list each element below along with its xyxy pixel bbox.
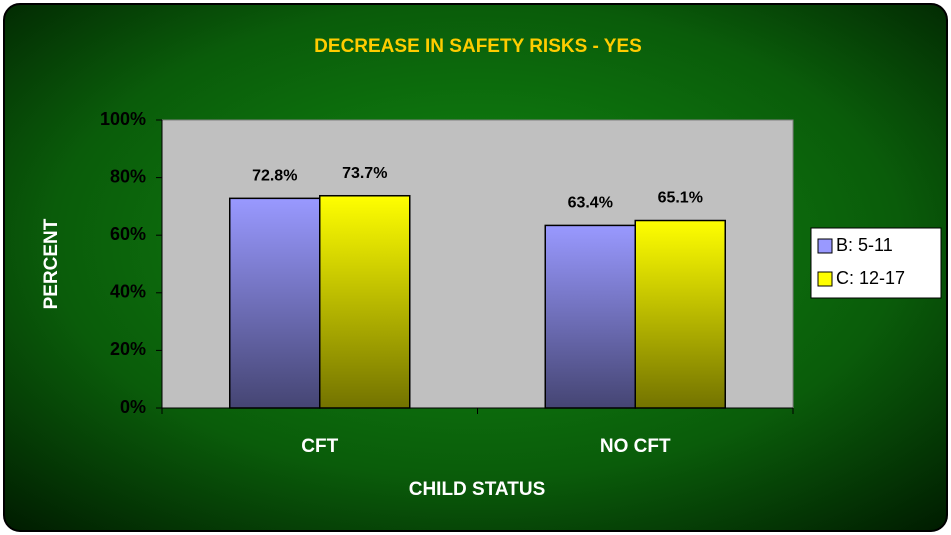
- legend: [810, 227, 942, 299]
- y-tick-label: 80%: [110, 166, 146, 186]
- y-tick-label: 100%: [100, 109, 146, 129]
- x-tick-label: CFT: [301, 436, 338, 457]
- y-tick-label: 60%: [110, 224, 146, 244]
- x-axis-label: CHILD STATUS: [409, 479, 546, 500]
- bar: [229, 197, 321, 409]
- bar: [634, 219, 726, 409]
- data-label: 65.1%: [658, 190, 703, 207]
- legend-label: B: 5-11: [836, 235, 893, 255]
- legend-marker: [817, 238, 833, 254]
- chart-title: DECREASE IN SAFETY RISKS - YES: [314, 36, 642, 57]
- bar: [544, 224, 636, 409]
- y-tick-label: 0%: [120, 397, 146, 417]
- legend-marker: [817, 271, 833, 287]
- data-label: 63.4%: [568, 195, 613, 212]
- data-label: 73.7%: [342, 165, 387, 182]
- y-axis-label: PERCENT: [41, 218, 62, 309]
- bar: [319, 194, 411, 409]
- y-tick-label: 20%: [110, 339, 146, 359]
- data-label: 72.8%: [252, 168, 297, 185]
- y-tick-label: 40%: [110, 282, 146, 302]
- x-tick-label: NO CFT: [600, 436, 671, 457]
- legend-label: C: 12-17: [836, 268, 905, 288]
